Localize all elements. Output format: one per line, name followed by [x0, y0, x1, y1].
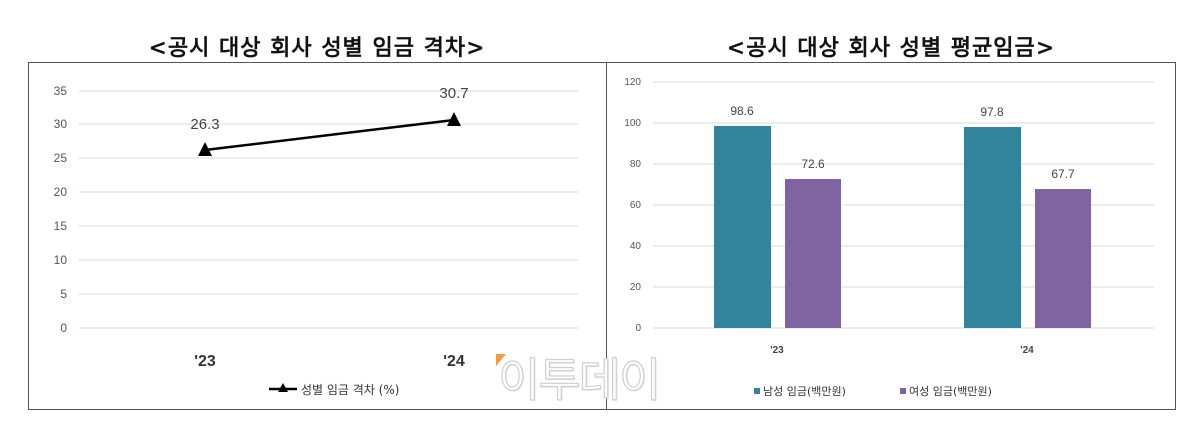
x-category-label: '23 [770, 345, 784, 356]
triangle-marker-icon [198, 142, 212, 156]
data-label: 30.7 [439, 85, 468, 102]
bar-male-2023 [714, 126, 771, 328]
bar-female-2023 [785, 179, 841, 328]
y-tick: 20 [54, 185, 68, 199]
bar-chart-svg: 0 20 40 60 80 100 120 98.6 72.6 97.8 67.… [624, 77, 1154, 398]
gridlines [79, 90, 578, 329]
bar-male-2024 [964, 127, 1021, 328]
data-label: 98.6 [730, 104, 754, 118]
legend-swatch-female-icon [900, 388, 906, 394]
y-tick: 10 [54, 253, 68, 267]
triangle-marker-icon [447, 112, 461, 126]
y-tick: 15 [54, 219, 68, 233]
legend-swatch-male-icon [754, 388, 760, 394]
data-label: 67.7 [1051, 167, 1075, 181]
y-axis-ticks: 0 5 10 15 20 25 30 35 [54, 84, 68, 335]
y-tick: 25 [54, 151, 68, 165]
y-axis-ticks: 0 20 40 60 80 100 120 [624, 77, 641, 334]
legend: 성별 임금 격차 (%) [269, 383, 399, 397]
data-label: 72.6 [801, 157, 825, 171]
x-category-label: '23 [194, 353, 216, 370]
watermark: 이투데이 [497, 352, 661, 407]
female-series [785, 179, 1091, 328]
legend: 남성 임금(백만원) 여성 임금(백만원) [754, 385, 992, 398]
gap-line [204, 118, 455, 152]
y-tick: 100 [624, 118, 641, 129]
y-tick: 120 [624, 77, 641, 88]
male-series [714, 126, 1021, 328]
watermark-accent-icon [496, 354, 506, 366]
y-tick: 5 [60, 287, 67, 301]
y-tick: 60 [630, 200, 642, 211]
y-tick: 20 [630, 282, 642, 293]
gap-series [198, 112, 461, 156]
y-tick: 35 [54, 84, 68, 98]
y-tick: 0 [60, 321, 67, 335]
x-category-label: '24 [443, 353, 465, 370]
data-label: 26.3 [190, 116, 219, 133]
y-tick: 80 [630, 159, 642, 170]
y-tick: 0 [635, 323, 641, 334]
data-label: 97.8 [980, 105, 1004, 119]
legend-label: 성별 임금 격차 (%) [301, 383, 399, 397]
bar-female-2024 [1035, 189, 1091, 328]
legend-label-male: 남성 임금(백만원) [763, 385, 846, 398]
line-chart-svg: 0 5 10 15 20 25 30 35 26.3 30.7 '23 '24 … [54, 84, 578, 397]
gender-average-wage-chart: 0 20 40 60 80 100 120 98.6 72.6 97.8 67.… [606, 62, 1176, 410]
right-chart-title: <공시 대상 회사 성별 평균임금> [726, 36, 1056, 61]
y-tick: 30 [54, 117, 68, 131]
gender-wage-gap-chart: 0 5 10 15 20 25 30 35 26.3 30.7 '23 '24 … [28, 62, 607, 410]
left-chart-title: <공시 대상 회사 성별 임금 격차> [148, 36, 486, 61]
triangle-marker-icon [278, 383, 288, 392]
x-category-label: '24 [1020, 345, 1034, 356]
y-tick: 40 [630, 241, 642, 252]
legend-label-female: 여성 임금(백만원) [909, 385, 992, 398]
